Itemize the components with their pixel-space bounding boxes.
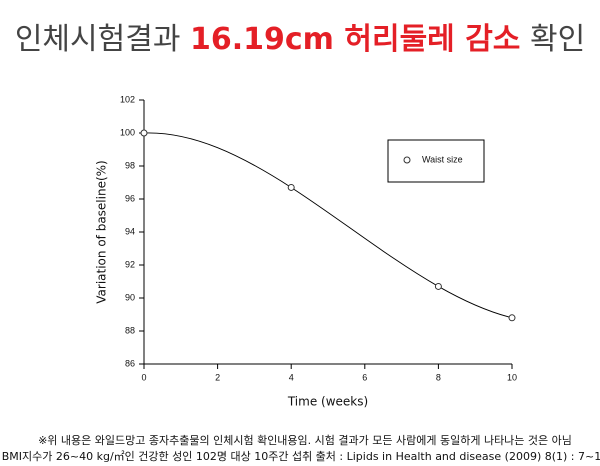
title-part: 확인 bbox=[530, 22, 585, 57]
x-tick-label: 0 bbox=[141, 372, 146, 382]
x-axis-label: Time (weeks) bbox=[287, 395, 368, 409]
x-tick-label: 6 bbox=[362, 372, 367, 382]
data-point bbox=[508, 314, 516, 322]
x-tick-label: 2 bbox=[215, 372, 220, 382]
legend-box bbox=[387, 139, 485, 183]
y-axis-label: Variation of baseline(%) bbox=[95, 160, 109, 303]
title-part: 인체시험결과 bbox=[15, 22, 181, 57]
y-tick-label: 96 bbox=[125, 193, 135, 203]
footnote: BMI지수가 26~40 kg/㎡인 건강한 성인 102명 대상 10주간 섭… bbox=[2, 450, 600, 463]
data-point bbox=[140, 129, 148, 137]
y-tick-label: 88 bbox=[125, 325, 135, 335]
y-tick-label: 86 bbox=[125, 358, 135, 368]
data-point bbox=[287, 183, 295, 191]
fit-line bbox=[143, 132, 513, 319]
legend-label: Waist size bbox=[422, 154, 463, 164]
x-tick-label: 4 bbox=[289, 372, 294, 382]
x-tick-label: 10 bbox=[507, 372, 517, 382]
y-tick-label: 92 bbox=[125, 259, 135, 269]
y-tick-label: 100 bbox=[120, 127, 135, 137]
y-tick-label: 102 bbox=[120, 94, 135, 104]
footnote: ※위 내용은 와일드망고 종자추출물의 인체시험 확인내용임. 시험 결과가 모… bbox=[38, 433, 572, 447]
y-tick-label: 94 bbox=[125, 226, 135, 236]
legend-marker bbox=[403, 156, 411, 164]
chart-title: 인체시험결과 16.19cm 허리둘레 감소 확인 bbox=[15, 22, 585, 57]
y-tick-label: 90 bbox=[125, 292, 135, 302]
title-highlight: 16.19cm 허리둘레 감소 bbox=[190, 22, 520, 57]
data-point bbox=[434, 282, 442, 290]
y-tick-label: 98 bbox=[125, 160, 135, 170]
x-tick-label: 8 bbox=[436, 372, 441, 382]
